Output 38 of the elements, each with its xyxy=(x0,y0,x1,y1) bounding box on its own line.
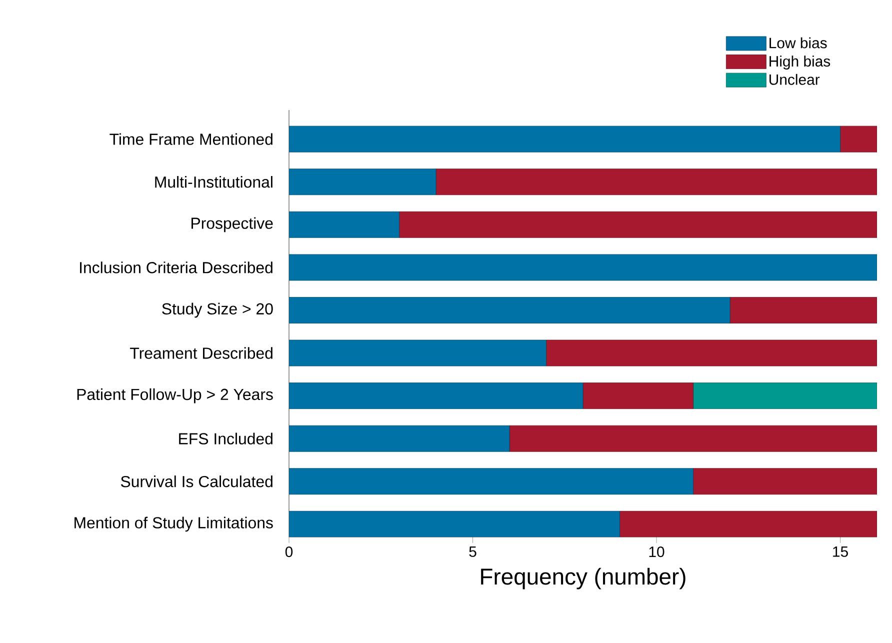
legend-label: Unclear xyxy=(770,74,820,85)
bar xyxy=(289,340,546,366)
bar xyxy=(546,340,878,366)
y-tick-label: Study Size > 20 xyxy=(162,302,273,318)
bar xyxy=(289,211,400,238)
x-tick-label: 5 xyxy=(469,546,476,557)
x-tick-label: 15 xyxy=(833,546,848,557)
bar xyxy=(840,126,878,152)
bar xyxy=(289,168,436,196)
bar xyxy=(620,510,878,537)
bar xyxy=(693,468,878,495)
y-tick-label: Treament Described xyxy=(130,347,272,359)
y-tick-label: Survival Is Calculated xyxy=(120,476,272,488)
y-tick-label: Prospective xyxy=(192,217,273,232)
bar xyxy=(693,382,878,409)
legend-label: Low bias xyxy=(770,37,827,48)
x-tick-label: 10 xyxy=(649,546,664,558)
bar xyxy=(289,297,730,324)
x-axis-title: Frequency (number) xyxy=(481,568,686,590)
bar xyxy=(289,468,694,495)
bar xyxy=(582,382,694,409)
bar xyxy=(436,168,878,196)
y-tick-label: Inclusion Criteria Described xyxy=(80,262,272,274)
bar xyxy=(730,297,878,324)
bar xyxy=(289,510,620,537)
y-tick-label: Time Frame Mentioned xyxy=(110,133,272,145)
bar xyxy=(289,254,878,281)
y-tick-label: EFS Included xyxy=(179,432,272,444)
legend-label: High bias xyxy=(770,56,830,70)
bar xyxy=(289,425,510,452)
y-tick-label: Patient Follow-Up > 2 Years xyxy=(77,388,273,404)
y-tick-label: Mention of Study Limitations xyxy=(74,516,273,532)
bar xyxy=(509,425,878,452)
bar xyxy=(289,382,584,409)
y-tick-label: Multi-Institutional xyxy=(155,176,272,188)
bar xyxy=(399,211,878,238)
x-tick-label: 0 xyxy=(285,546,293,558)
bar xyxy=(289,126,840,152)
